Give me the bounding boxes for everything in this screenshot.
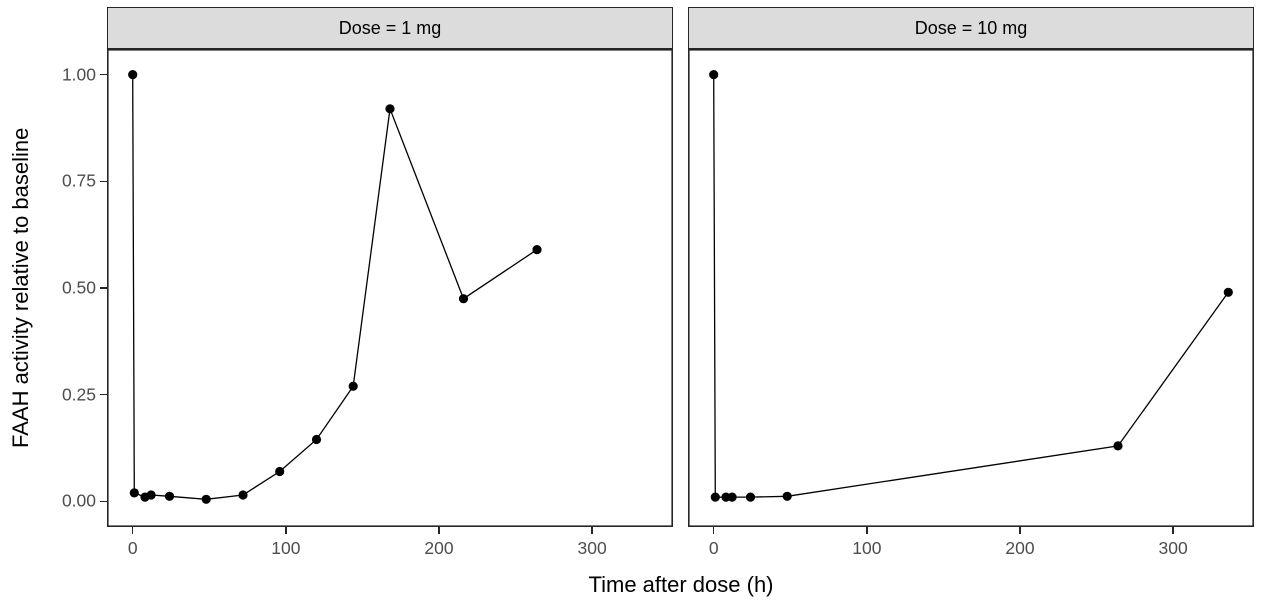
x-axis-tick: [866, 527, 868, 534]
x-axis-title: Time after dose (h): [588, 572, 774, 597]
x-axis-tick-label: 300: [1158, 538, 1188, 558]
panel-border: [107, 49, 673, 527]
data-point: [782, 491, 792, 501]
x-axis-tick-label: 0: [127, 538, 138, 558]
data-point: [458, 294, 469, 304]
data-point: [745, 492, 756, 502]
data-point: [1113, 441, 1123, 451]
data-point: [238, 490, 248, 500]
facet-panel: [688, 49, 1254, 527]
y-axis-tick-label: 0.50: [61, 277, 96, 298]
facet-strip-label: Dose = 1 mg: [338, 17, 442, 38]
x-axis-tick: [438, 527, 440, 534]
data-point: [385, 104, 395, 114]
y-axis-tick-label: 0.75: [61, 170, 96, 191]
data-point: [348, 381, 358, 391]
x-axis-tick-label: 300: [577, 538, 607, 558]
y-axis-tick: [100, 393, 107, 396]
data-point: [201, 494, 211, 504]
data-point: [128, 70, 138, 80]
x-axis-tick-label: 100: [852, 538, 882, 558]
data-point: [532, 245, 542, 255]
y-axis-tick: [100, 500, 107, 503]
x-axis-tick: [1019, 527, 1021, 534]
data-point: [727, 492, 737, 502]
x-axis-tick-label: 100: [271, 538, 301, 558]
data-point: [1223, 287, 1233, 297]
data-point: [129, 488, 139, 498]
facet-strip-label: Dose = 10 mg: [914, 17, 1028, 38]
y-axis-tick: [100, 287, 107, 289]
y-axis-tick-label: 0.00: [61, 490, 96, 511]
y-axis-tick: [100, 180, 107, 183]
facet-strip: Dose = 10 mg: [688, 7, 1254, 49]
facet-strip: Dose = 1 mg: [107, 7, 673, 49]
x-axis-tick: [591, 527, 593, 534]
x-axis-tick-label: 200: [1005, 538, 1035, 558]
x-axis-tick: [1172, 527, 1174, 534]
x-axis-tick-label: 0: [708, 538, 719, 558]
data-point: [709, 70, 719, 80]
facet-panel: [107, 49, 673, 527]
x-axis-tick: [712, 527, 715, 534]
x-axis-tick-label: 200: [424, 538, 454, 558]
data-point: [164, 491, 175, 501]
y-axis-tick-label: 0.25: [61, 384, 96, 405]
y-axis-tick-label: 1.00: [61, 64, 96, 85]
x-axis-tick: [285, 527, 287, 534]
x-axis-tick: [131, 527, 134, 534]
data-point: [275, 466, 285, 477]
data-point: [710, 492, 720, 502]
y-axis-tick: [100, 73, 107, 76]
data-point: [146, 490, 156, 500]
data-point: [311, 434, 322, 445]
panel-border: [688, 49, 1254, 527]
